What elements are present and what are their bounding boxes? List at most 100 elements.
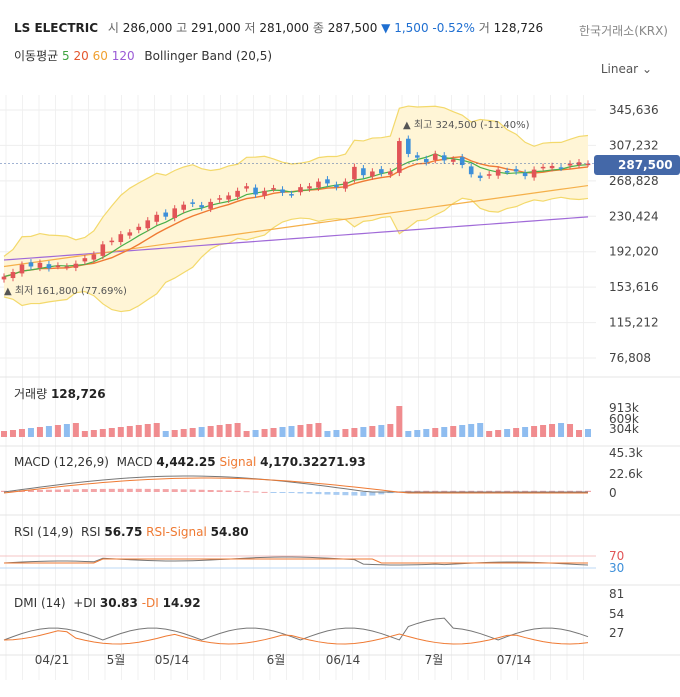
volume-bar	[9, 430, 16, 437]
change-value: 1,500	[394, 21, 429, 35]
candle-body	[531, 169, 537, 178]
volume-bar	[585, 429, 591, 437]
candle-body	[244, 186, 249, 189]
volume-bar	[216, 425, 223, 437]
candle-body	[55, 265, 61, 268]
volume-bar	[567, 424, 574, 437]
macd-signal-line	[3, 477, 588, 494]
candle-body	[109, 240, 115, 243]
candle-body	[1, 276, 7, 280]
macd-histogram-bar	[135, 488, 142, 492]
macd-histogram-bar	[558, 490, 565, 492]
price-axis-tick: 76,808	[609, 351, 651, 365]
candle-body	[459, 157, 465, 166]
high-label: 고	[176, 21, 188, 35]
volume-bar	[540, 425, 547, 437]
change-percent: -0.52%	[432, 21, 475, 35]
macd-histogram-bar	[315, 492, 322, 495]
macd-line	[3, 475, 588, 493]
volume-bar	[189, 428, 196, 437]
candle-body	[522, 172, 528, 177]
candle-body	[82, 258, 88, 262]
volume-bar	[576, 430, 583, 437]
candle-body	[558, 167, 564, 169]
macd-histogram-bar	[198, 489, 205, 492]
volume-bar	[90, 430, 97, 437]
change-down-icon: ▼	[381, 21, 391, 35]
candle-body	[576, 162, 582, 166]
volume-value: 128,726	[493, 21, 544, 35]
open-value: 286,000	[122, 21, 173, 35]
volume-bar	[450, 426, 457, 437]
pdi-value: 30.83	[99, 596, 138, 610]
plus-di-line	[3, 617, 589, 641]
macd-histogram-bar	[9, 490, 16, 492]
candle-body	[91, 254, 97, 260]
max-price-annotation: ▲ 최고 324,500 (-11.40%)	[403, 119, 530, 131]
volume-panel-value: 128,726	[50, 387, 106, 401]
bollinger-band-area	[4, 106, 588, 312]
macd-histogram-bar	[450, 490, 457, 492]
macd-histogram-bar	[585, 490, 591, 492]
volume-bar	[279, 427, 286, 437]
bollinger-label: Bollinger Band (20,5)	[144, 49, 273, 63]
macd-histogram-bar	[324, 492, 331, 495]
candle-body	[307, 186, 312, 189]
candle-body	[495, 169, 501, 176]
volume-bar	[1, 431, 7, 437]
volume-bar	[198, 427, 205, 437]
candle-body	[208, 201, 213, 209]
volume-bar	[531, 426, 538, 437]
macd-histogram-bar	[441, 490, 448, 492]
macd-histogram-bar	[207, 489, 214, 492]
pdi-label: +DI	[73, 596, 97, 610]
rsi-legend: RSI (14,9) RSI 56.75 RSI-Signal 54.80	[14, 525, 249, 539]
macd-label: MACD	[116, 455, 153, 469]
candle-body	[289, 194, 294, 196]
volume-bar	[63, 424, 70, 437]
macd-histogram-bar	[495, 490, 502, 492]
x-axis-tick: 05/14	[155, 653, 190, 667]
volume-bar	[153, 423, 160, 437]
macd-histogram-bar	[576, 490, 583, 492]
scale-mode-select[interactable]: Linear ⌄	[601, 62, 652, 76]
volume-bar	[342, 429, 349, 437]
candle-body	[298, 187, 303, 193]
candle-body	[64, 266, 70, 268]
volume-bar	[558, 423, 565, 437]
volume-bar	[27, 428, 34, 437]
volume-bar	[45, 426, 52, 437]
candle-body	[253, 187, 258, 195]
volume-bar	[117, 427, 124, 437]
x-axis-tick: 5월	[107, 653, 126, 667]
macd-histogram-bar	[378, 492, 385, 495]
x-axis-tick: 04/21	[35, 653, 70, 667]
volume-bar	[306, 424, 313, 437]
macd-histogram-bar	[270, 492, 277, 493]
volume-bar	[135, 425, 142, 437]
x-axis-tick: 07/14	[497, 653, 532, 667]
min-price-annotation: ▲ 최저 161,800 (77.69%)	[4, 285, 127, 297]
volume-axis-tick: 304k	[609, 422, 639, 436]
minus-di-line	[3, 630, 589, 645]
ma5-label: 5	[62, 49, 70, 63]
volume-axis-tick: 609k	[609, 412, 639, 426]
volume-bar	[504, 429, 511, 437]
macd-histogram-bar	[360, 492, 367, 496]
volume-bar	[234, 423, 241, 437]
candle-body	[504, 171, 510, 173]
candle-body	[316, 181, 321, 188]
macd-axis-tick: 22.6k	[609, 467, 643, 481]
volume-bar	[396, 406, 403, 437]
current-price-marker: 287,500	[594, 155, 680, 175]
volume-bar	[351, 428, 358, 437]
volume-bar	[18, 429, 25, 437]
volume-bar	[54, 425, 61, 437]
candle-body	[468, 166, 474, 175]
candle-body	[73, 263, 79, 268]
rsi-signal-value: 54.80	[210, 525, 249, 539]
candle-body	[37, 262, 43, 268]
mdi-value: 14.92	[162, 596, 201, 610]
macd-histogram-bar	[54, 489, 61, 492]
